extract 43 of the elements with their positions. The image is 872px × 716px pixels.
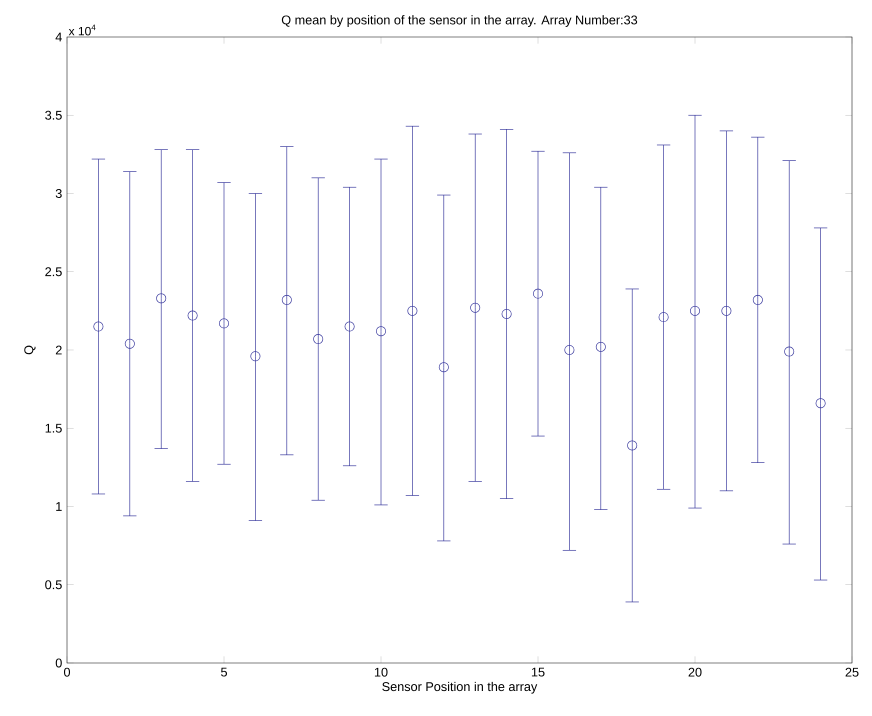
point xyxy=(752,294,763,305)
point xyxy=(282,294,292,305)
x-axis-title: Sensor Position in the array xyxy=(382,682,538,694)
y-tick-label: 3 xyxy=(56,189,62,198)
y-axis-title: Q xyxy=(24,346,36,354)
point xyxy=(344,322,355,332)
point xyxy=(376,326,386,336)
y-tick-label: 4 xyxy=(56,32,62,42)
point xyxy=(250,351,260,362)
x-tick-label: 5 xyxy=(220,668,228,677)
point xyxy=(658,312,669,322)
point xyxy=(470,302,480,313)
point xyxy=(690,306,700,316)
point xyxy=(784,346,794,357)
text: x 10$^{4}$ xyxy=(68,24,96,36)
point xyxy=(502,308,512,319)
point xyxy=(124,338,135,349)
point xyxy=(816,398,826,408)
x-tick-label: 10 xyxy=(374,668,388,677)
point xyxy=(438,362,449,372)
y-tick-label: 2 xyxy=(56,346,62,354)
y-tick-label: 1 xyxy=(56,502,62,511)
point xyxy=(596,342,606,352)
point xyxy=(156,293,166,304)
y-tick-label: 0.5 xyxy=(45,580,62,590)
point xyxy=(627,440,638,450)
chart-title: Q mean by position of the sensor in the array. Array Number:33 xyxy=(282,15,638,27)
point xyxy=(533,288,544,299)
y-tick-label: 1.5 xyxy=(46,424,62,433)
y-tick-label: 2.5 xyxy=(45,267,62,276)
point xyxy=(188,310,198,321)
point xyxy=(313,334,324,344)
point xyxy=(93,322,104,332)
y-tick-label: 0 xyxy=(56,658,62,668)
point xyxy=(721,306,732,316)
point xyxy=(407,306,418,316)
y-tick-label: 3.5 xyxy=(45,110,62,120)
point xyxy=(219,318,230,328)
x-tick-label: 0 xyxy=(64,668,70,677)
x-tick-label: 15 xyxy=(532,668,545,677)
x-tick-label: 25 xyxy=(846,668,859,677)
point xyxy=(564,344,574,355)
x-tick-label: 20 xyxy=(688,668,702,677)
